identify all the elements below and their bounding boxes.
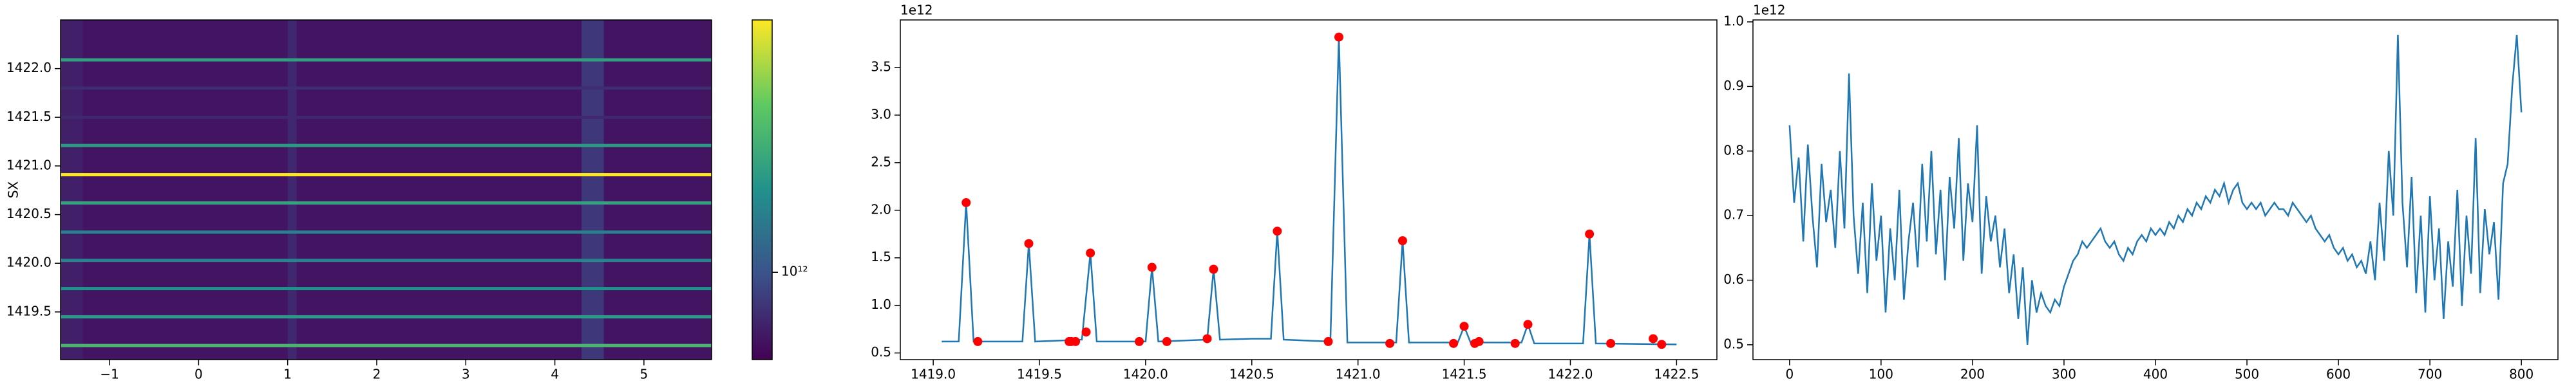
- peak-marker: [1649, 334, 1658, 344]
- peak-marker: [1162, 336, 1171, 346]
- y-tick-label: 1420.5: [6, 206, 52, 221]
- y-tick-label: 0.5: [871, 344, 891, 360]
- y-tick-label: 1422.0: [6, 60, 52, 75]
- y-tick-label: 0.8: [1723, 142, 1744, 158]
- peak-marker: [1585, 229, 1595, 239]
- x-tick-label: 1420.5: [1229, 367, 1274, 382]
- y-tick-label: 2.0: [871, 201, 891, 217]
- peak-marker: [973, 336, 983, 346]
- y-tick-label: 1.0: [871, 297, 891, 312]
- x-tick-label: 700: [2418, 367, 2442, 382]
- heatmap-column: [582, 20, 604, 360]
- peak-marker: [1024, 239, 1034, 248]
- x-tick-label: 4: [551, 367, 559, 382]
- heatmap-row: [61, 315, 712, 318]
- peak-marker: [1135, 336, 1144, 346]
- peak-marker: [1459, 322, 1469, 331]
- y-tick-label: 0.7: [1723, 207, 1744, 223]
- peak-marker: [1657, 340, 1667, 349]
- peak-marker: [1081, 327, 1091, 337]
- peak-marker: [1474, 336, 1484, 346]
- heatmap-column: [287, 20, 297, 360]
- x-tick-label: 0: [194, 367, 203, 382]
- axes-frame: [60, 19, 712, 360]
- peak-marker: [1273, 226, 1282, 236]
- y-axis-label: SX: [6, 181, 21, 199]
- x-tick-label: 100: [1869, 367, 1893, 382]
- y-tick-label: 3.5: [871, 59, 891, 74]
- heatmap-row: [61, 143, 712, 147]
- heatmap-background: [61, 20, 712, 360]
- heatmap-row: [61, 173, 712, 177]
- x-tick-label: 1421.0: [1336, 367, 1381, 382]
- y-tick-label: 1421.0: [6, 157, 52, 172]
- peak-marker: [1334, 32, 1343, 42]
- x-tick-label: 1419.5: [1017, 367, 1062, 382]
- x-tick-label: 3: [462, 367, 470, 382]
- x-tick-label: 800: [2509, 367, 2533, 382]
- x-tick-label: 1420.0: [1123, 367, 1168, 382]
- peak-marker: [1202, 334, 1212, 344]
- heatmap-row: [61, 58, 712, 62]
- y-tick-label: 1421.5: [6, 109, 52, 124]
- heatmap-row: [61, 230, 712, 234]
- heatmap-row: [61, 115, 712, 119]
- colorbar-tick-label: 10¹²: [781, 264, 808, 279]
- x-tick-label: 1421.5: [1442, 367, 1487, 382]
- peak-marker: [961, 198, 971, 207]
- heatmap-row: [61, 86, 712, 90]
- y-tick-label: 1419.5: [6, 303, 52, 318]
- x-tick-label: 5: [640, 367, 649, 382]
- peak-marker: [1397, 236, 1407, 246]
- y-tick-label: 1420.0: [6, 255, 52, 270]
- y-tick-label: 1.0: [1723, 14, 1744, 29]
- x-tick-label: 1: [283, 367, 292, 382]
- offset-label: 1e12: [1753, 3, 1785, 18]
- y-tick-label: 0.5: [1723, 336, 1744, 351]
- x-tick-label: 1422.5: [1654, 367, 1699, 382]
- x-tick-label: 400: [2143, 367, 2168, 382]
- peak-marker: [1323, 336, 1333, 346]
- y-tick-label: 1.5: [871, 249, 891, 264]
- heatmap: [61, 20, 712, 360]
- heatmap-row: [61, 344, 712, 347]
- peak-marker: [1209, 264, 1218, 274]
- colorbar: [752, 19, 773, 360]
- axes-frame: [900, 19, 1718, 360]
- axes-frame: [1752, 19, 2559, 360]
- peak-marker: [1606, 338, 1616, 348]
- peak-marker: [1086, 248, 1095, 258]
- x-tick-label: 2: [373, 367, 381, 382]
- peak-marker: [1071, 336, 1081, 346]
- x-tick-label: 500: [2235, 367, 2259, 382]
- heatmap-row: [61, 259, 712, 262]
- y-tick-label: 2.5: [871, 154, 891, 169]
- peak-marker: [1385, 338, 1395, 348]
- peak-marker: [1147, 262, 1157, 272]
- x-tick-label: 200: [1960, 367, 1985, 382]
- x-tick-label: −1: [100, 367, 118, 382]
- heatmap-row: [61, 287, 712, 291]
- peak-marker: [1523, 320, 1533, 329]
- y-tick-label: 0.6: [1723, 271, 1744, 287]
- x-tick-label: 1422.0: [1548, 367, 1593, 382]
- x-tick-label: 300: [2052, 367, 2076, 382]
- line: [942, 37, 1677, 345]
- x-tick-label: 1419.0: [911, 367, 956, 382]
- peak-marker: [1510, 338, 1520, 348]
- offset-label: 1e12: [900, 3, 933, 18]
- x-tick-label: 600: [2326, 367, 2351, 382]
- y-tick-label: 0.9: [1723, 78, 1744, 93]
- peak-marker: [1449, 338, 1459, 348]
- x-tick-label: 0: [1785, 367, 1794, 382]
- heatmap-row: [61, 201, 712, 205]
- heatmap-column: [61, 20, 83, 360]
- y-tick-label: 3.0: [871, 106, 891, 122]
- line: [1788, 34, 2523, 345]
